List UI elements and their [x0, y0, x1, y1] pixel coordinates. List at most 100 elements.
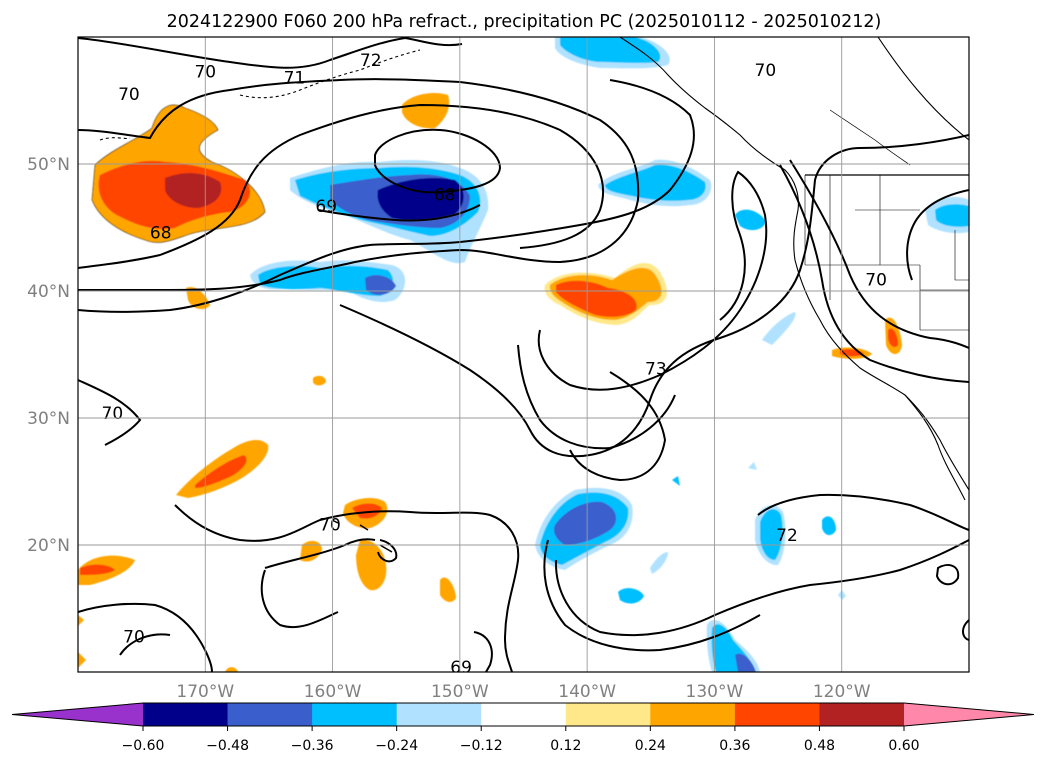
contour-label: 72 [360, 51, 382, 71]
anomaly-region [760, 509, 783, 560]
contour-line [339, 134, 969, 458]
anomaly-region [313, 375, 326, 386]
anomaly-region [618, 588, 644, 604]
contour-label: 69 [315, 197, 337, 217]
anomaly-region [888, 328, 898, 348]
anomaly-region [352, 503, 382, 519]
contour-label: 71 [284, 69, 306, 89]
colorbar-tick-label: 0.60 [888, 738, 919, 754]
contour-line [78, 602, 213, 672]
x-axis-ticks: 170°W 160°W 150°W 140°W 130°W 120°W [176, 682, 870, 702]
chart-title: 2024122900 F060 200 hPa refract., precip… [167, 12, 882, 32]
anomaly-region [560, 37, 661, 63]
colorbar-segment [819, 703, 905, 726]
x-tick-label: 120°W [813, 682, 871, 702]
y-tick-label: 30°N [27, 409, 70, 429]
anomaly-region [762, 312, 796, 345]
contour-label: 70 [102, 404, 124, 424]
x-tick-label: 170°W [176, 682, 234, 702]
contour-label: 72 [776, 526, 798, 546]
contour-label: 70 [123, 627, 145, 647]
anomaly-region [165, 173, 222, 208]
contour-line [543, 539, 761, 652]
anomaly-region [735, 209, 766, 231]
anomaly-region [225, 667, 238, 672]
contour-label: 70 [755, 61, 777, 81]
x-tick-label: 130°W [686, 682, 744, 702]
anomaly-region [195, 455, 247, 488]
map-background [78, 37, 969, 672]
contour-line [78, 379, 142, 446]
anomaly-region [554, 501, 617, 545]
colorbar-tick-label: 0.12 [550, 738, 581, 754]
y-tick-label: 20°N [27, 536, 70, 556]
contour-line [554, 539, 969, 637]
contour-label: 70 [118, 85, 140, 105]
colorbar-segment [650, 703, 736, 726]
contour-label: 73 [645, 359, 667, 379]
anomaly-region [365, 275, 396, 295]
colorbar-tick-label: 0.36 [719, 738, 750, 754]
colorbar-tick-label: −0.24 [375, 738, 418, 754]
contour-line [779, 164, 969, 383]
aleutians [99, 137, 131, 141]
colorbar-segment [565, 703, 651, 726]
refractivity-contours [78, 37, 969, 672]
coastline [904, 394, 966, 501]
coastline [877, 37, 969, 141]
anomaly-region [672, 476, 680, 486]
map-frame [77, 36, 970, 673]
contour-label: 69 [450, 658, 472, 678]
anomaly-region [80, 564, 115, 575]
contour-line [119, 633, 171, 656]
contour-label: 70 [319, 516, 341, 536]
colorbar-tick-label: 0.48 [804, 738, 835, 754]
colorbar-tick-label: 0.24 [635, 738, 666, 754]
anomaly-region [78, 652, 86, 668]
contour-line [78, 78, 640, 292]
colorbar-segment [143, 703, 229, 726]
contour-line [935, 564, 960, 586]
anomaly-region [822, 516, 836, 536]
colorbar-tick-label: −0.36 [291, 738, 334, 754]
contour-line [174, 504, 520, 672]
x-tick-label: 160°W [304, 682, 362, 702]
contour-line [789, 159, 969, 349]
contour-line [374, 128, 502, 194]
contour-label: 68 [434, 185, 456, 205]
contour-label: 68 [150, 224, 172, 244]
y-axis-ticks: 50°N 40°N 30°N 20°N [27, 155, 70, 556]
anomaly-region [650, 552, 668, 574]
colorbar-tick-label: −0.12 [460, 738, 503, 754]
anomaly-region [258, 265, 394, 296]
contour-line [517, 344, 676, 450]
contour-line [377, 539, 398, 563]
y-tick-label: 40°N [27, 282, 70, 302]
anomaly-region [402, 93, 450, 129]
contour-line [78, 37, 463, 69]
contour-line [473, 631, 493, 672]
contour-label: 70 [865, 271, 887, 291]
anomaly-region [78, 615, 84, 626]
anomaly-region [440, 577, 456, 602]
colorbar-segment [734, 703, 820, 726]
gridlines [78, 37, 969, 672]
colorbar-segment [481, 703, 567, 726]
colorbar-tick-label: −0.60 [122, 738, 165, 754]
colorbar-segment [396, 703, 482, 726]
colorbar-extend-max [904, 703, 1034, 726]
colorbar-segment [227, 703, 313, 726]
anomaly-region [377, 178, 464, 221]
colorbar-extend-min [12, 703, 143, 726]
x-tick-label: 150°W [431, 682, 489, 702]
colorbar-segment [312, 703, 398, 726]
contour-line [962, 619, 969, 641]
anomaly-region [735, 653, 756, 672]
aleutians [239, 49, 421, 99]
contour-line [260, 569, 339, 629]
contour-line [906, 189, 969, 281]
